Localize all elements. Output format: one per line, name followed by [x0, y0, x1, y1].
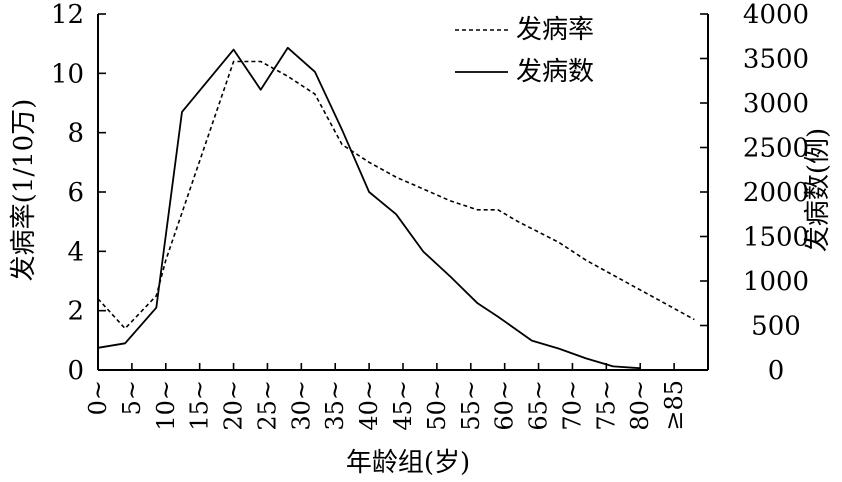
x-tick-label: 25~ — [253, 380, 281, 431]
x-tick-label: 30~ — [287, 380, 315, 431]
left-tick-label: 10 — [51, 59, 84, 89]
x-tick-label: 15~ — [186, 380, 214, 431]
right-tick-label: 2000 — [743, 178, 809, 208]
left-tick-label: 0 — [67, 356, 84, 386]
series-layer — [97, 46, 695, 370]
right-tick-label: 500 — [751, 312, 801, 342]
x-tick-label: 45~ — [389, 380, 417, 431]
right-tick-label: 3000 — [743, 89, 809, 119]
right-axis-ticks: 0 500 1000 1500 2000 2500 3000 3500 4000 — [700, 0, 809, 386]
x-tick-label: 50~ — [423, 380, 451, 431]
left-tick-label: 6 — [67, 178, 84, 208]
x-axis-title: 年龄组(岁) — [346, 448, 470, 478]
x-tick-label: 75~ — [592, 380, 620, 431]
left-axis-title: 发病率(1/10万) — [9, 99, 39, 282]
right-tick-label: 1500 — [743, 223, 809, 253]
right-tick-label: 1000 — [743, 267, 809, 297]
legend-rate-label: 发病率 — [516, 15, 594, 45]
left-axis-ticks: 0 2 4 6 8 10 12 — [51, 0, 106, 386]
right-tick-label: 0 — [768, 356, 785, 386]
left-tick-label: 8 — [67, 119, 84, 149]
right-tick-label: 2500 — [743, 134, 809, 164]
series-line-case-count — [97, 46, 641, 370]
x-tick-label: 10~ — [152, 380, 180, 431]
x-axis-ticks: 0~ 5~ 10~ 15~ 20~ 25~ 30~ 35~ 40~ 45~ 50~ 55~ 60~ 65~… — [84, 363, 688, 431]
right-axis-title: 发病数(例) — [803, 128, 833, 252]
x-tick-label: 40~ — [355, 380, 383, 431]
left-tick-label: 12 — [51, 0, 84, 30]
series-line-incidence-rate — [97, 60, 695, 330]
x-tick-label: 70~ — [558, 380, 586, 431]
legend-count-label: 发病数 — [516, 57, 594, 87]
x-tick-label: 0~ — [84, 380, 112, 415]
x-tick-label: 60~ — [491, 380, 519, 431]
legend: 发病率 发病数 — [455, 15, 594, 87]
x-tick-label: 80~ — [626, 380, 654, 431]
x-tick-label: ≥85 — [660, 380, 688, 431]
left-tick-label: 2 — [67, 297, 84, 327]
x-tick-label: 5~ — [118, 380, 146, 415]
x-tick-label: 65~ — [525, 380, 553, 431]
x-tick-label: 20~ — [220, 380, 248, 431]
left-tick-label: 4 — [67, 237, 84, 267]
right-tick-label: 3500 — [743, 45, 809, 75]
x-tick-label: 55~ — [457, 380, 485, 431]
right-tick-label: 4000 — [743, 0, 809, 30]
x-tick-label: 35~ — [321, 380, 349, 431]
chart-axes — [97, 14, 709, 371]
